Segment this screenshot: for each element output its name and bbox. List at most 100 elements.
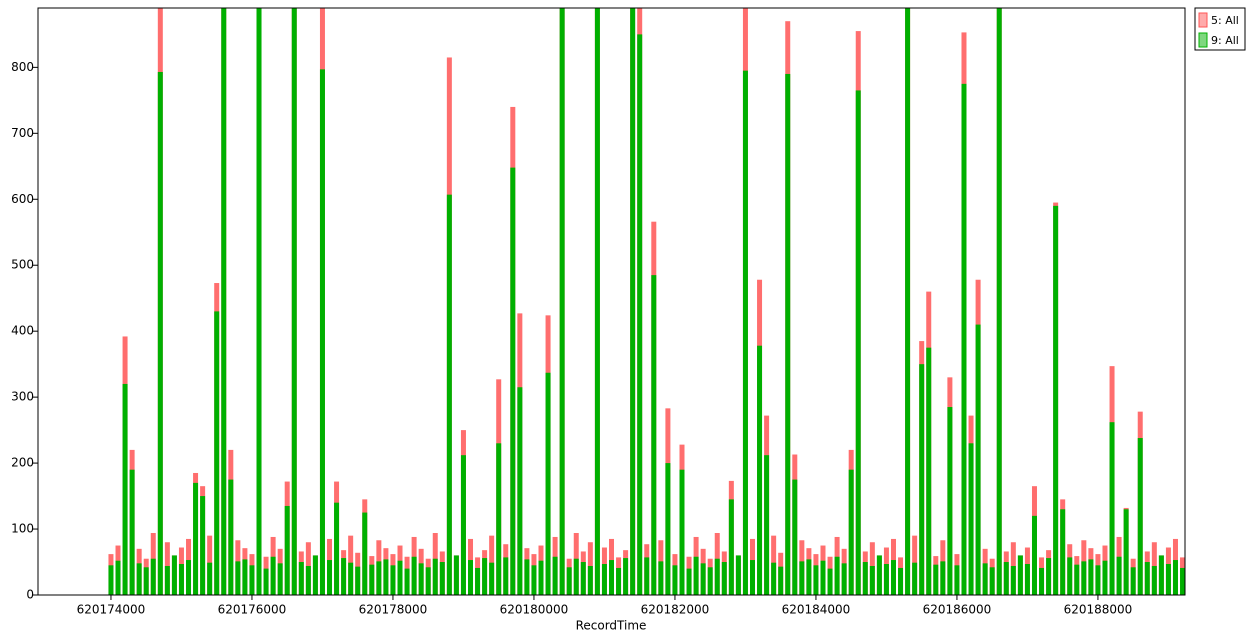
bar [319,69,325,595]
bar [298,562,304,595]
bar [862,562,868,595]
bar [1137,438,1143,595]
bar [637,34,643,595]
bar [270,556,276,595]
bar [855,90,861,595]
bar [926,347,932,595]
bar [489,562,495,595]
bar [496,443,502,595]
bar [947,407,953,595]
bar [1067,557,1073,595]
y-tick-label: 200 [11,456,34,470]
bar [193,482,199,595]
bar [651,275,657,595]
bar [242,559,248,595]
bar [1116,556,1122,595]
bar [157,71,163,595]
bar [609,560,614,595]
bar [594,8,600,595]
bar [559,8,565,595]
bar [728,499,734,595]
bar [672,565,678,595]
plot-frame [37,7,1186,596]
bar [425,567,431,595]
y-tick-label: 500 [11,258,34,272]
bar [129,469,135,595]
bar [164,565,170,595]
y-tick-label: 600 [11,192,34,206]
bar [1039,567,1045,595]
bar [799,561,805,595]
bar [221,8,227,595]
bar [876,555,882,595]
y-tick-label: 0 [26,588,34,602]
bar [1003,562,1009,595]
bar [150,558,156,595]
bar [834,556,840,595]
bar [827,568,833,595]
bar [1074,564,1080,595]
bar [1144,562,1150,595]
bar [616,567,622,595]
bar [1088,559,1094,595]
bar [1060,509,1066,595]
legend-label: 5: All [1211,14,1239,27]
bar [1031,515,1037,595]
bar [1024,564,1030,595]
bar [510,167,516,595]
bar [665,463,671,595]
bar [658,561,664,595]
bar [305,565,311,595]
bar [919,364,925,595]
bar [1081,561,1087,595]
bar [1151,565,1157,595]
bar [327,560,333,595]
bar [291,8,297,595]
bar [735,555,741,595]
bar [122,383,128,595]
bar [989,567,995,595]
bar [115,560,121,595]
bar [284,505,290,595]
bar [912,562,918,595]
y-tick-label: 800 [11,60,34,74]
x-tick-label: 620188000 [1064,603,1133,617]
bar [742,70,748,595]
bar [898,567,904,595]
bar [933,564,939,595]
bar [1172,560,1178,595]
bar [686,568,692,595]
bar [228,479,234,595]
x-axis-label: RecordTime [576,619,647,633]
bar [792,479,798,595]
bar [355,566,361,595]
bar [256,8,262,595]
bar [171,555,177,595]
bar [714,558,720,595]
bar [277,563,283,595]
bar [136,563,142,595]
bar [1158,555,1164,595]
bar [439,562,445,595]
bar [362,512,368,595]
y-tick-label: 400 [11,324,34,338]
bar [348,562,354,595]
bar [601,564,607,595]
x-tick-label: 620178000 [359,603,428,617]
bar [764,455,770,595]
bar [940,561,946,595]
bar [207,562,213,595]
bar [587,565,593,595]
bar [432,558,438,595]
legend-swatch [1198,32,1208,48]
bar [1017,555,1023,595]
bar [968,443,974,595]
bar [996,8,1002,595]
bar [482,558,488,595]
legend: 5: All 9: All [1194,7,1246,51]
bar [214,311,220,595]
plot-area [108,8,1185,595]
bar [778,566,784,595]
bar [1095,565,1101,595]
